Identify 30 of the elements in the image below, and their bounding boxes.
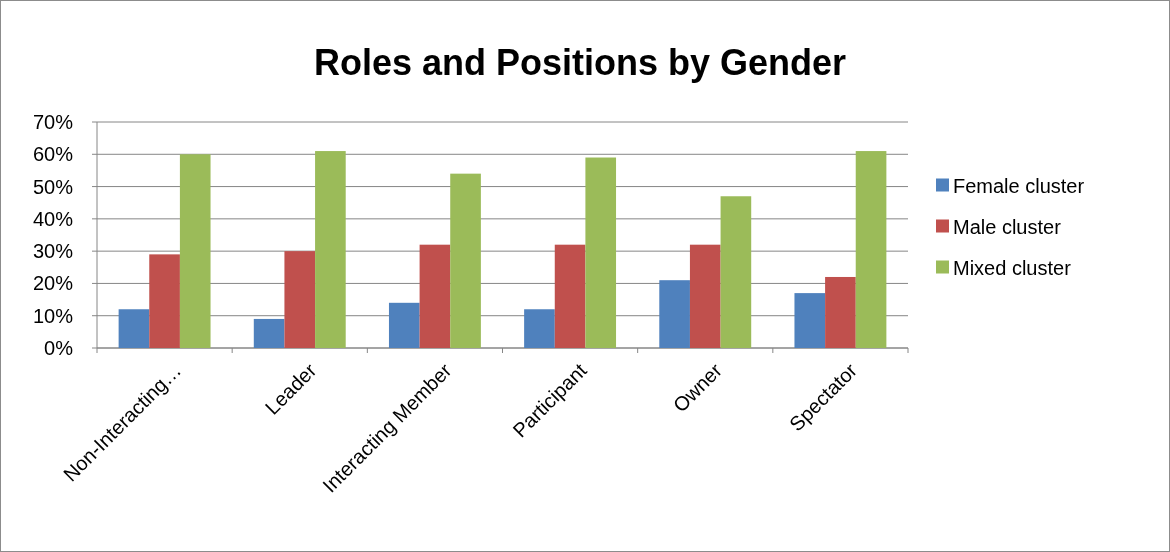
bar xyxy=(720,196,752,348)
legend-label: Female cluster xyxy=(953,174,1085,197)
bar xyxy=(689,244,721,348)
y-tick-label: 50% xyxy=(32,175,74,198)
bar xyxy=(388,302,420,348)
bar xyxy=(825,276,856,348)
bar xyxy=(794,293,826,348)
bar xyxy=(585,157,617,348)
bar xyxy=(118,309,150,348)
bar xyxy=(659,280,690,348)
legend-label: Mixed cluster xyxy=(953,256,1072,279)
bar xyxy=(253,318,285,348)
chart-title: Roles and Positions by Gender xyxy=(313,42,847,83)
bar xyxy=(419,244,451,348)
y-tick-label: 10% xyxy=(32,304,74,327)
y-tick-label: 60% xyxy=(32,143,74,166)
bar xyxy=(149,254,180,348)
bar xyxy=(284,251,316,348)
y-tick-label: 30% xyxy=(32,240,74,263)
bar xyxy=(315,151,346,348)
bar xyxy=(179,154,211,348)
y-tick-label: 70% xyxy=(32,111,74,133)
y-tick-label: 40% xyxy=(32,207,74,230)
y-tick-label: 20% xyxy=(32,272,74,295)
bar xyxy=(450,173,481,348)
bar xyxy=(554,244,586,348)
bar xyxy=(524,309,555,348)
legend-label: Male cluster xyxy=(953,215,1062,238)
bar xyxy=(855,151,887,348)
y-tick-label: 0% xyxy=(44,337,74,359)
